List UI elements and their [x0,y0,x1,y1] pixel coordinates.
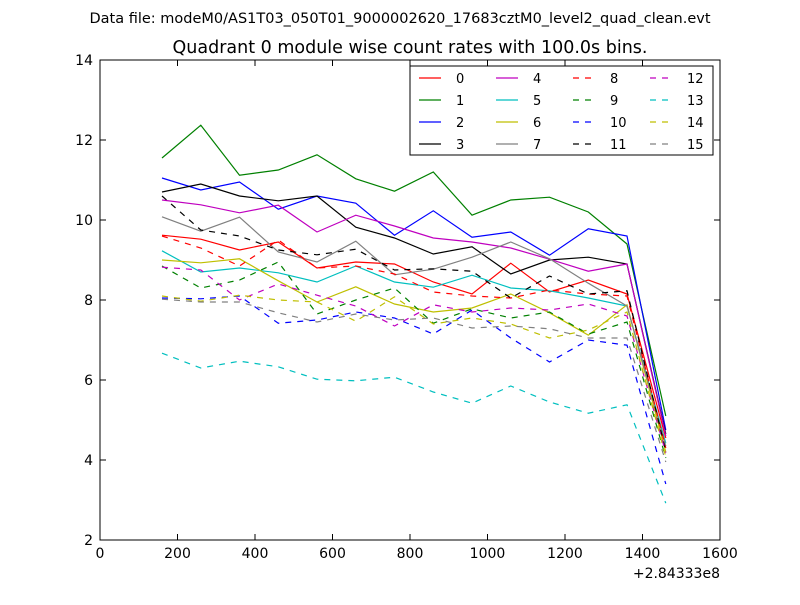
axes: 0 200 400 600 800 1000 1200 1400 16002468101214+… [75,53,738,582]
series-line-4 [161,199,667,437]
legend-label-5: 5 [533,94,541,109]
y-tick-label: 12 [75,133,93,149]
x-tick-label: 600 [319,546,346,562]
x-tick-label: 1400 [625,546,661,562]
x-tick-label: 1000 [470,546,506,562]
legend-label-10: 10 [610,116,627,131]
x-tick-label: 400 [242,546,269,562]
legend-label-3: 3 [456,138,464,153]
x-tick-label: 200 [164,546,191,562]
series-line-5 [161,250,667,444]
series-line-9 [161,261,667,459]
y-tick-label: 2 [84,533,93,549]
series-line-10 [161,295,667,485]
legend-label-7: 7 [533,138,541,153]
series-line-15 [161,298,667,463]
series-line-12 [161,266,667,453]
legend-label-11: 11 [610,138,627,153]
legend-label-12: 12 [687,72,704,87]
series-line-0 [161,234,667,439]
legend-label-4: 4 [533,72,541,87]
legend-label-13: 13 [687,94,704,109]
legend-label-14: 14 [687,116,704,131]
x-tick-label: 1200 [547,546,583,562]
figure-suptitle: Data file: modeM0/AS1T03_050T01_90000026… [89,11,710,27]
legend-box [409,65,714,156]
y-tick-label: 4 [84,453,93,469]
series-line-11 [161,195,667,452]
legend-label-0: 0 [456,72,464,87]
series-line-2 [161,177,667,431]
legend-label-9: 9 [610,94,618,109]
series-line-8 [161,235,667,449]
legend-label-2: 2 [456,116,464,131]
y-tick-label: 10 [75,213,93,229]
legend-label-8: 8 [610,72,618,87]
x-tick-label: 1600 [702,546,738,562]
y-tick-label: 6 [84,373,93,389]
x-offset-label: +2.84333e8 [633,566,720,582]
chart-title: Quadrant 0 module wise count rates with … [173,38,648,58]
plot-area [161,124,667,504]
legend-label-1: 1 [456,94,464,109]
legend-label-15: 15 [687,138,704,153]
x-tick-label: 800 [397,546,424,562]
series-line-1 [161,124,667,417]
y-tick-label: 14 [75,53,93,69]
series-line-14 [161,294,667,457]
legend-label-6: 6 [533,116,541,131]
y-tick-label: 8 [84,293,93,309]
series-line-7 [161,216,667,447]
series-line-13 [161,352,667,504]
x-tick-label: 0 [96,546,105,562]
series-line-3 [161,183,667,435]
